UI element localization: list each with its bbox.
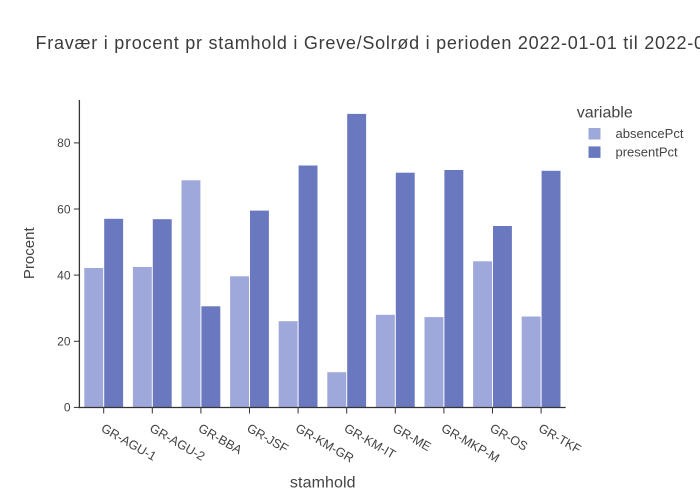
svg-text:20: 20 [57, 335, 71, 349]
svg-text:absencePct: absencePct [616, 126, 684, 141]
svg-text:0: 0 [64, 401, 71, 415]
svg-text:60: 60 [57, 202, 71, 216]
svg-text:Procent: Procent [21, 227, 38, 280]
svg-text:stamhold: stamhold [290, 475, 356, 492]
svg-text:presentPct: presentPct [616, 144, 679, 159]
svg-text:40: 40 [57, 268, 71, 282]
svg-text:variable: variable [577, 104, 633, 121]
svg-text:Fravær i procent pr stamhold i: Fravær i procent pr stamhold i Greve/Sol… [36, 33, 700, 53]
svg-text:80: 80 [57, 136, 71, 150]
